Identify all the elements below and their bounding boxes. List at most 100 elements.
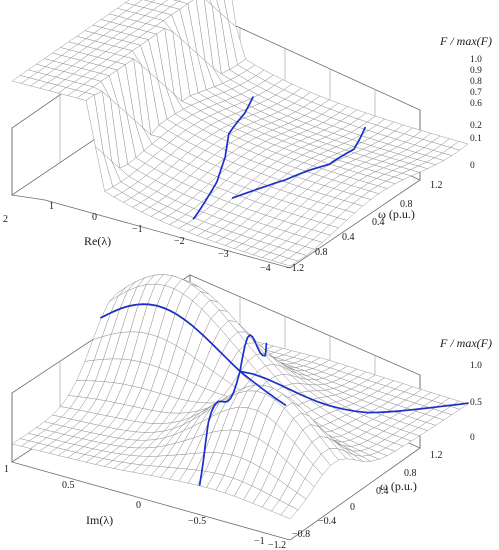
surface-cell: [286, 159, 304, 168]
surface-cell: [215, 237, 234, 246]
surface-cell: [82, 432, 100, 441]
top-x-tick: 0: [92, 212, 97, 223]
surface-cell: [402, 432, 420, 441]
surface-cell: [321, 413, 339, 423]
surface-cell: [341, 177, 360, 186]
surface-cell: [339, 366, 357, 374]
surface-cell: [286, 234, 304, 244]
surface-cell: [177, 453, 195, 470]
surface-cell: [414, 139, 433, 148]
surface-cell: [310, 212, 329, 223]
surface-cell: [273, 364, 291, 376]
surface-cell: [77, 38, 96, 47]
surface-cell: [130, 29, 148, 38]
surface-cell: [21, 77, 39, 86]
surface-cell: [264, 353, 282, 367]
surface-cell: [244, 180, 263, 191]
surface-cell: [217, 108, 236, 117]
surface-cell: [150, 367, 169, 394]
surface-cell: [195, 432, 213, 454]
surface-cell: [360, 183, 378, 191]
surface-cell: [313, 232, 331, 243]
surface-cell: [219, 117, 237, 126]
surface-cell: [367, 374, 385, 383]
surface-cell: [119, 439, 137, 448]
surface-cell: [301, 209, 319, 220]
surface-cell: [115, 384, 133, 405]
surface-cell: [294, 226, 312, 237]
surface-cell: [349, 119, 368, 128]
surface-cell: [396, 133, 414, 143]
surface-cell: [228, 121, 246, 130]
surface-cell: [237, 385, 256, 394]
surface-cell: [182, 413, 200, 426]
surface-cell: [380, 144, 398, 152]
surface-cell: [174, 182, 192, 194]
surface-cell: [52, 406, 70, 417]
surface-cell: [86, 94, 104, 154]
surface-cell: [241, 90, 259, 99]
surface-cell: [102, 444, 120, 453]
surface-cell: [388, 139, 406, 147]
chart-bottom-surface: F / max(F) 1.0 0.5 0 1 0.5 0 −0.5 −1 Im(…: [4, 274, 492, 550]
surface-cell: [62, 419, 81, 429]
top-z-tick: 1.0: [470, 55, 482, 65]
top-x-tick: −2: [174, 236, 185, 247]
surface-cell: [223, 152, 242, 163]
surface-cell: [198, 402, 216, 411]
surface-cell: [390, 413, 408, 422]
surface-cell: [298, 179, 316, 190]
surface-cell: [400, 424, 419, 433]
surface-cell: [271, 500, 289, 515]
surface-cell: [251, 467, 270, 491]
surface-cell: [237, 198, 256, 209]
surface-cell: [65, 74, 83, 82]
surface-cell: [190, 408, 208, 418]
surface-cell: [376, 377, 394, 386]
surface-cell: [302, 219, 320, 230]
surface-cell: [211, 309, 229, 329]
surface-cell: [344, 194, 362, 204]
surface-cell: [332, 435, 350, 442]
surface-cell: [213, 68, 231, 84]
surface-cell: [92, 19, 111, 28]
surface-cell: [391, 421, 409, 430]
surface-cell: [292, 383, 310, 393]
surface-cell: [89, 57, 107, 66]
surface-cell: [330, 363, 348, 371]
surface-cell: [368, 383, 386, 391]
top-x-tick: 2: [3, 214, 8, 225]
surface-cell: [96, 381, 114, 401]
surface-cell: [218, 180, 236, 192]
surface-cell: [192, 191, 210, 202]
top-y-tick: 0.4: [372, 217, 385, 228]
top-y-tick: 0.4: [342, 232, 355, 243]
surface-cell: [229, 64, 247, 76]
surface-cell: [288, 252, 307, 261]
surface-cell: [118, 430, 136, 440]
surface-cell: [251, 103, 269, 112]
surface-cell: [69, 396, 88, 411]
surface-cell: [318, 396, 337, 405]
surface-cell: [167, 200, 185, 211]
surface-cell: [157, 309, 176, 341]
ridge-curve-3: [198, 370, 241, 486]
surface-cell: [56, 434, 74, 443]
surface-cell: [165, 288, 184, 315]
surface-cell: [278, 240, 296, 250]
surface-cell: [299, 377, 317, 385]
surface-cell: [276, 408, 294, 433]
surface-cell: [369, 391, 387, 399]
surface-cell: [316, 185, 334, 195]
surface-cell: [206, 392, 224, 403]
top-surface-mesh: [11, 0, 469, 267]
surface-cell: [370, 141, 389, 149]
surface-cell: [164, 275, 182, 289]
surface-cell: [132, 45, 150, 73]
surface-cell: [288, 367, 306, 376]
surface-cell: [120, 305, 139, 333]
surface-cell: [296, 246, 315, 256]
surface-cell: [232, 431, 250, 458]
surface-cell: [176, 320, 194, 352]
surface-cell: [264, 197, 282, 208]
